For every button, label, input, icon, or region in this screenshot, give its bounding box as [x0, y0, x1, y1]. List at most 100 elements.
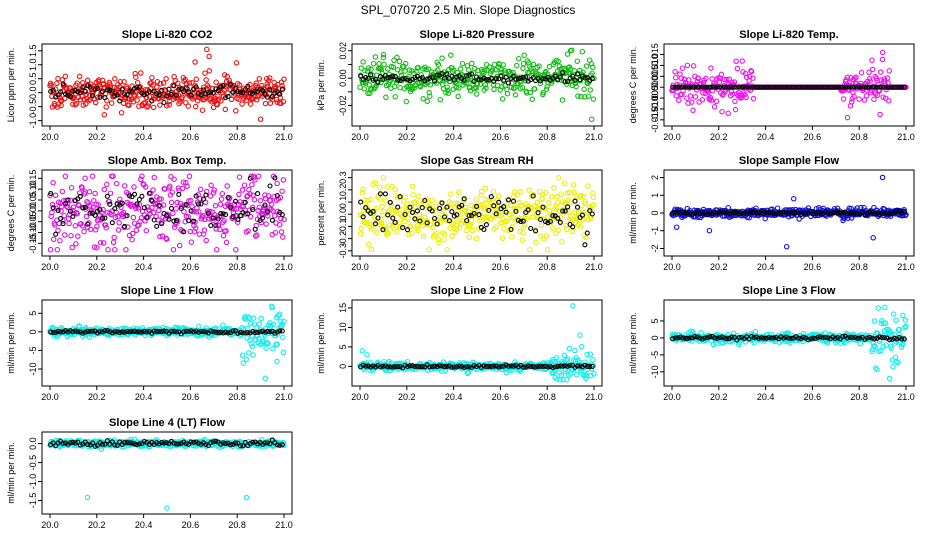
overlay-point — [104, 328, 110, 334]
data-point — [95, 202, 101, 208]
data-point — [589, 70, 595, 76]
data-point — [242, 211, 249, 217]
overlay-point — [107, 201, 113, 207]
overlay-point — [225, 194, 231, 201]
data-point — [858, 69, 865, 76]
overlay-point — [242, 199, 248, 205]
overlay-point — [572, 77, 578, 83]
overlay-point — [832, 209, 838, 215]
data-point — [403, 98, 410, 105]
data-point — [272, 229, 279, 236]
overlay-point — [200, 196, 207, 202]
overlay-point — [557, 74, 563, 80]
overlay-point — [825, 210, 831, 217]
overlay-point — [245, 211, 251, 217]
data-point — [564, 51, 571, 57]
plot-frame — [351, 43, 603, 127]
data-point — [451, 205, 458, 211]
overlay-point — [412, 74, 418, 81]
panel-title: Slope Li-820 Temp. — [739, 29, 838, 41]
data-point — [241, 199, 247, 206]
data-point — [62, 73, 69, 80]
overlay-point — [724, 84, 730, 90]
overlay-point — [434, 221, 440, 227]
overlay-point — [689, 211, 695, 218]
overlay-point — [441, 364, 448, 370]
data-point — [732, 98, 738, 105]
overlay-point — [250, 207, 256, 213]
data-point — [361, 219, 368, 225]
data-point — [54, 80, 60, 87]
overlay-point — [491, 203, 497, 209]
data-point — [699, 97, 706, 103]
overlay-point — [493, 363, 499, 369]
overlay-point — [456, 363, 462, 369]
overlay-point — [810, 335, 816, 341]
data-point — [265, 340, 271, 347]
overlay-point — [136, 196, 142, 203]
overlay-point — [183, 328, 189, 334]
overlay-point — [803, 210, 809, 216]
overlay-point — [223, 329, 229, 335]
data-point — [882, 95, 889, 101]
data-point — [212, 203, 219, 209]
y-tick-label: 5 — [338, 344, 348, 349]
overlay-point — [771, 335, 777, 341]
overlay-point — [704, 84, 710, 90]
overlay-point — [709, 84, 715, 90]
x-tick-label: 20.6 — [804, 262, 822, 272]
data-point — [719, 108, 725, 115]
overlay-point — [523, 364, 529, 370]
y-tick-label: -0.015 — [650, 107, 660, 133]
overlay-point — [830, 84, 836, 90]
overlay-point — [817, 211, 824, 217]
overlay-point — [102, 328, 108, 334]
data-point — [521, 52, 527, 59]
data-point — [571, 189, 577, 196]
overlay-point — [62, 91, 69, 97]
overlay-point — [146, 89, 152, 95]
data-point — [132, 70, 138, 77]
data-point — [750, 95, 757, 102]
data-point — [370, 75, 376, 82]
data-point — [130, 214, 137, 221]
y-tick-label: 1 — [650, 193, 660, 198]
data-point — [58, 102, 64, 109]
x-tick-label: 20.2 — [88, 392, 106, 402]
overlay-point — [562, 79, 568, 85]
overlay-point — [252, 330, 258, 336]
overlay-point — [208, 223, 214, 229]
overlay-point — [213, 222, 219, 229]
overlay-point — [749, 84, 755, 90]
data-point — [873, 75, 880, 82]
overlay-point — [528, 225, 534, 232]
overlay-point — [891, 335, 897, 341]
overlay-point — [144, 214, 150, 220]
overlay-point — [471, 78, 477, 84]
data-point — [377, 196, 384, 203]
overlay-point — [372, 221, 379, 227]
data-point — [228, 96, 235, 103]
overlay-point — [154, 223, 160, 229]
overlay-point — [785, 335, 792, 341]
overlay-point — [771, 84, 777, 90]
overlay-point — [156, 203, 162, 209]
data-point — [86, 189, 93, 195]
overlay-point — [778, 211, 784, 217]
data-point — [406, 67, 413, 73]
overlay-point — [114, 92, 120, 98]
data-point — [170, 246, 177, 253]
overlay-point — [70, 88, 76, 94]
overlay-point — [889, 84, 895, 90]
data-point — [573, 83, 579, 90]
data-point — [689, 99, 695, 105]
data-point — [469, 60, 475, 67]
data-point — [385, 66, 391, 72]
overlay-point — [395, 204, 401, 210]
overlay-point — [560, 208, 566, 214]
data-point — [530, 61, 537, 68]
overlay-point — [422, 197, 428, 204]
overlay-point — [225, 330, 231, 336]
overlay-point — [680, 84, 686, 90]
